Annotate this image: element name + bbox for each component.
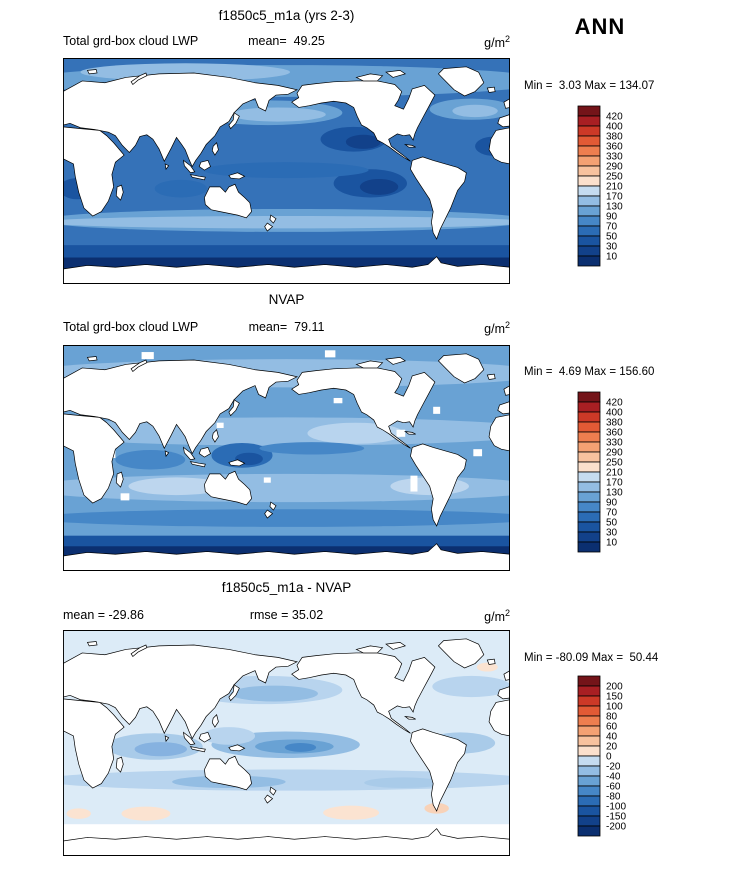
svg-text:-100: -100 bbox=[606, 802, 626, 813]
mean-label: mean= 49.25 bbox=[248, 34, 325, 48]
svg-text:400: 400 bbox=[606, 122, 623, 133]
svg-text:380: 380 bbox=[606, 418, 623, 429]
svg-text:290: 290 bbox=[606, 162, 623, 173]
svg-text:130: 130 bbox=[606, 488, 623, 499]
unit-text: g/m bbox=[484, 610, 505, 625]
svg-text:50: 50 bbox=[606, 232, 618, 243]
variable-label: Total grd-box cloud LWP bbox=[63, 34, 199, 48]
minmax-label: Min = 4.69 Max = 156.60 bbox=[524, 366, 655, 378]
global-map-model bbox=[63, 58, 510, 284]
panel-title: f1850c5_m1a (yrs 2-3) bbox=[218, 8, 355, 23]
svg-text:-40: -40 bbox=[606, 772, 621, 783]
minmax-label: Min = -80.09 Max = 50.44 bbox=[524, 652, 659, 664]
units-label: g/m2 bbox=[484, 34, 510, 50]
svg-text:0: 0 bbox=[606, 752, 612, 763]
svg-text:360: 360 bbox=[606, 428, 623, 439]
panel-title: NVAP bbox=[268, 292, 305, 307]
unit-exponent: 2 bbox=[504, 608, 510, 618]
svg-text:250: 250 bbox=[606, 172, 623, 183]
svg-text:290: 290 bbox=[606, 448, 623, 459]
svg-text:10: 10 bbox=[606, 538, 618, 549]
svg-text:330: 330 bbox=[606, 152, 623, 163]
svg-text:20: 20 bbox=[606, 742, 618, 753]
mean-label: mean= 79.11 bbox=[248, 320, 325, 334]
svg-text:400: 400 bbox=[606, 408, 623, 419]
svg-text:-200: -200 bbox=[606, 822, 626, 833]
svg-text:420: 420 bbox=[606, 112, 623, 123]
panel-title: f1850c5_m1a - NVAP bbox=[221, 580, 352, 595]
svg-text:70: 70 bbox=[606, 508, 618, 519]
global-map-obs bbox=[63, 345, 510, 571]
svg-text:250: 250 bbox=[606, 458, 623, 469]
svg-text:200: 200 bbox=[606, 682, 623, 693]
season-label: ANN bbox=[574, 14, 626, 39]
svg-text:130: 130 bbox=[606, 202, 623, 213]
mean-label: mean = -29.86 bbox=[63, 608, 144, 622]
svg-text:30: 30 bbox=[606, 242, 618, 253]
svg-text:80: 80 bbox=[606, 712, 618, 723]
svg-text:420: 420 bbox=[606, 398, 623, 409]
svg-text:-20: -20 bbox=[606, 762, 621, 773]
svg-text:50: 50 bbox=[606, 518, 618, 529]
svg-text:90: 90 bbox=[606, 212, 618, 223]
svg-text:210: 210 bbox=[606, 468, 623, 479]
unit-exponent: 2 bbox=[504, 320, 510, 330]
svg-text:100: 100 bbox=[606, 702, 623, 713]
svg-text:330: 330 bbox=[606, 438, 623, 449]
svg-text:-80: -80 bbox=[606, 792, 621, 803]
variable-label: Total grd-box cloud LWP bbox=[63, 320, 199, 334]
rmse-label: rmse = 35.02 bbox=[249, 608, 324, 622]
global-map-difference bbox=[63, 630, 510, 856]
panel-model: f1850c5_m1a (yrs 2-3) Total grd-box clou… bbox=[0, 0, 733, 290]
panel-obs: NVAP Total grd-box cloud LWP mean= 79.11… bbox=[0, 290, 733, 578]
svg-text:40: 40 bbox=[606, 732, 618, 743]
svg-text:90: 90 bbox=[606, 498, 618, 509]
svg-text:-60: -60 bbox=[606, 782, 621, 793]
svg-text:360: 360 bbox=[606, 142, 623, 153]
unit-exponent: 2 bbox=[504, 34, 510, 44]
svg-text:-150: -150 bbox=[606, 812, 626, 823]
svg-text:380: 380 bbox=[606, 132, 623, 143]
svg-text:30: 30 bbox=[606, 528, 618, 539]
unit-text: g/m bbox=[484, 322, 505, 337]
minmax-label: Min = 3.03 Max = 134.07 bbox=[524, 80, 655, 92]
svg-text:70: 70 bbox=[606, 222, 618, 233]
units-label: g/m2 bbox=[484, 320, 510, 336]
svg-text:170: 170 bbox=[606, 192, 623, 203]
svg-text:210: 210 bbox=[606, 182, 623, 193]
svg-text:150: 150 bbox=[606, 692, 623, 703]
panel-difference: f1850c5_m1a - NVAP mean = -29.86 rmse = … bbox=[0, 578, 733, 872]
colorbar-difference: 200150100806040200-20-40-60-80-100-150-2… bbox=[577, 675, 626, 837]
unit-text: g/m bbox=[484, 36, 505, 51]
units-label: g/m2 bbox=[484, 608, 510, 624]
svg-text:170: 170 bbox=[606, 478, 623, 489]
svg-text:10: 10 bbox=[606, 252, 618, 263]
svg-text:60: 60 bbox=[606, 722, 618, 733]
